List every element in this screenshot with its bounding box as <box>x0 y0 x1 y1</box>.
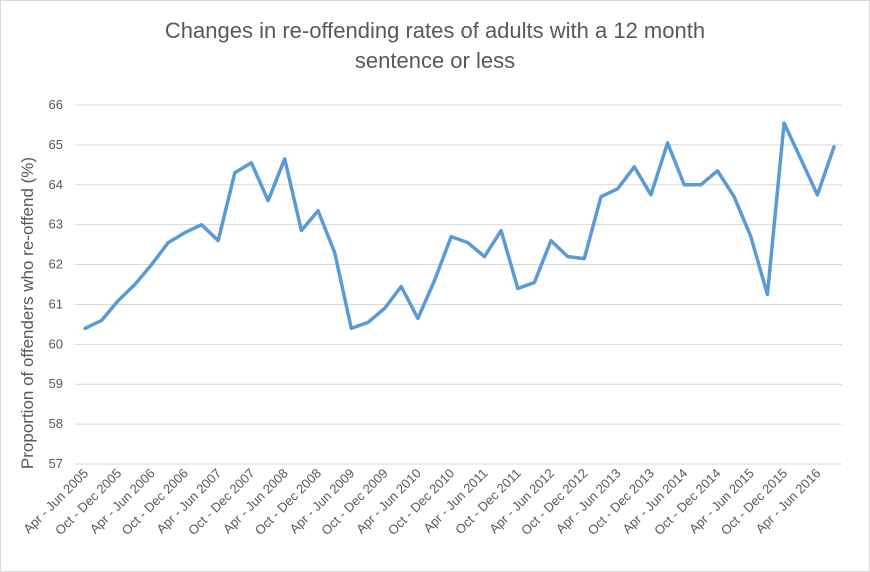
data-point <box>416 316 420 320</box>
data-point <box>466 241 470 245</box>
data-point <box>732 195 736 199</box>
gridlines <box>75 104 842 465</box>
data-point <box>832 145 836 149</box>
data-point <box>449 235 453 239</box>
y-tick-label: 65 <box>49 137 63 152</box>
data-point <box>233 171 237 175</box>
data-point <box>383 306 387 310</box>
data-point <box>682 183 686 187</box>
data-point <box>632 165 636 169</box>
y-tick-label: 63 <box>49 217 63 232</box>
data-point <box>100 318 104 322</box>
data-point <box>433 279 437 283</box>
data-point <box>316 209 320 213</box>
chart-title-line-1: Changes in re-offending rates of adults … <box>164 18 706 43</box>
data-point <box>399 284 403 288</box>
data-point <box>166 241 170 245</box>
data-point <box>815 193 819 197</box>
data-point <box>366 320 370 324</box>
data-point <box>499 229 503 233</box>
data-point <box>616 187 620 191</box>
series-line <box>83 121 836 331</box>
data-point <box>699 183 703 187</box>
data-point <box>666 141 670 145</box>
data-point <box>649 193 653 197</box>
data-point <box>133 283 137 287</box>
data-point <box>116 298 120 302</box>
data-point <box>200 223 204 227</box>
data-point <box>599 195 603 199</box>
y-tick-label: 62 <box>49 257 63 272</box>
y-axis-ticks: 57 58 59 60 61 62 63 64 65 66 <box>49 97 63 471</box>
y-tick-label: 60 <box>49 336 63 351</box>
data-point <box>83 326 87 330</box>
data-point <box>782 121 786 125</box>
data-point <box>150 263 154 267</box>
y-tick-label: 61 <box>49 296 63 311</box>
data-point <box>249 161 253 165</box>
y-tick-label: 58 <box>49 416 63 431</box>
data-point <box>749 235 753 239</box>
data-point <box>516 286 520 290</box>
data-point <box>715 169 719 173</box>
data-point <box>299 229 303 233</box>
data-point <box>283 157 287 161</box>
data-point <box>216 239 220 243</box>
chart-title-line-2: sentence or less <box>354 48 516 73</box>
data-point <box>482 255 486 259</box>
data-point <box>566 255 570 259</box>
data-point <box>349 326 353 330</box>
y-tick-label: 59 <box>49 376 63 391</box>
y-tick-label: 57 <box>49 456 63 471</box>
y-axis-label: Proportion of offenders who re-offend (%… <box>18 157 37 469</box>
data-point <box>799 157 803 161</box>
chart-title: Changes in re-offending rates of adults … <box>0 16 870 76</box>
data-point <box>183 231 187 235</box>
y-tick-label: 66 <box>49 97 63 112</box>
data-point <box>582 257 586 261</box>
data-point <box>266 199 270 203</box>
data-point <box>549 239 553 243</box>
series-layer <box>83 121 836 331</box>
data-point <box>765 292 769 296</box>
data-point <box>333 251 337 255</box>
y-tick-label: 64 <box>49 177 63 192</box>
data-point <box>532 281 536 285</box>
